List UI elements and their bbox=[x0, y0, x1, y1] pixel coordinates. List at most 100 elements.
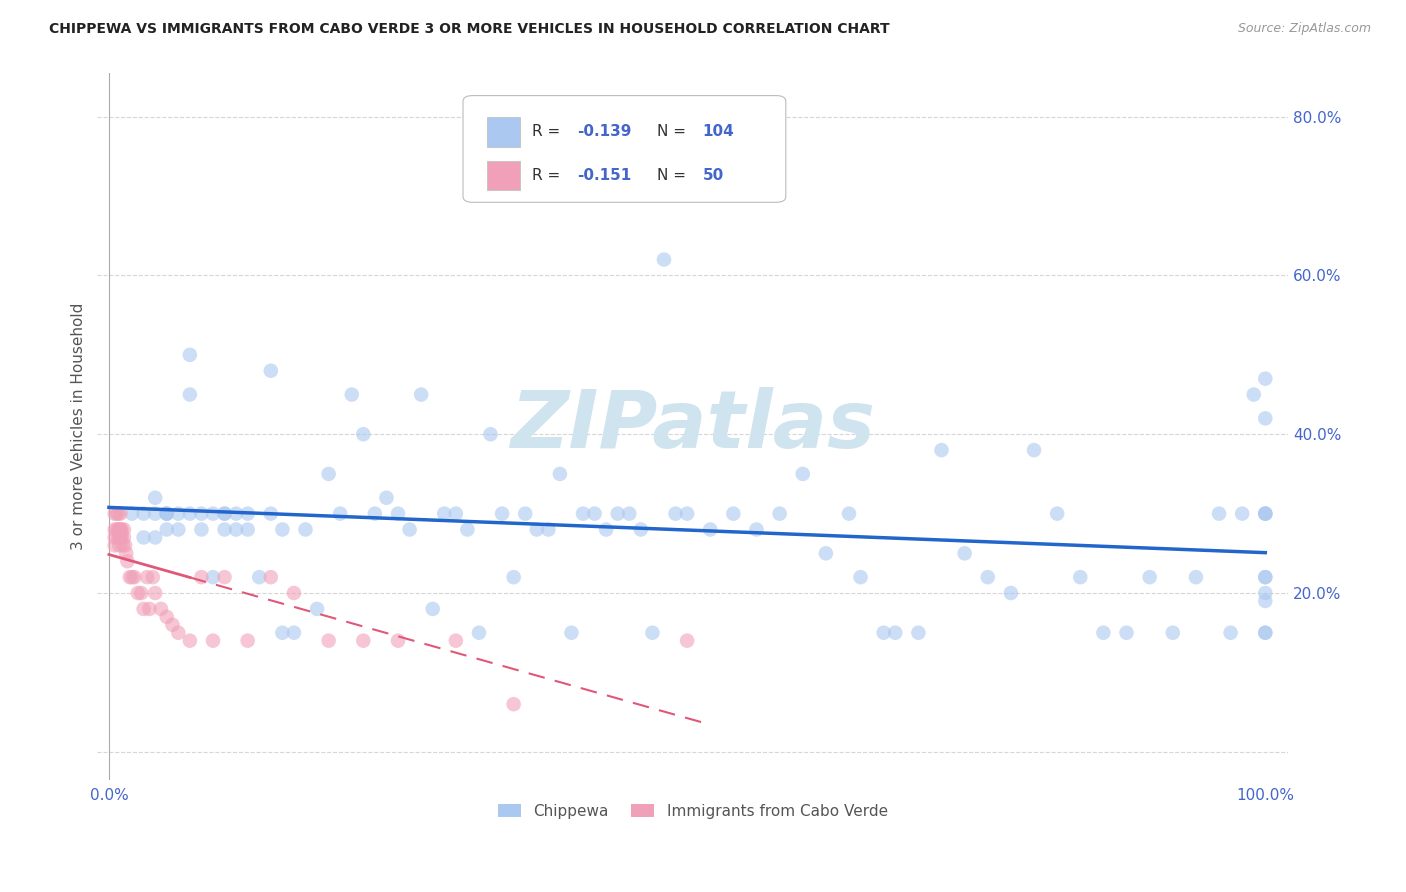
Point bbox=[108, 531, 131, 545]
Point bbox=[156, 507, 179, 521]
Point bbox=[468, 625, 491, 640]
Point bbox=[1230, 507, 1253, 521]
Point bbox=[768, 507, 790, 521]
Point bbox=[201, 507, 224, 521]
Point bbox=[1254, 372, 1277, 386]
Point bbox=[1254, 570, 1277, 584]
Point bbox=[104, 531, 127, 545]
Point bbox=[117, 554, 139, 568]
Point bbox=[104, 523, 127, 537]
Point bbox=[167, 625, 190, 640]
Point bbox=[1069, 570, 1091, 584]
Point bbox=[162, 617, 184, 632]
Point bbox=[190, 507, 212, 521]
Point bbox=[143, 586, 166, 600]
Point bbox=[606, 507, 628, 521]
Point bbox=[1254, 625, 1277, 640]
Point bbox=[1254, 570, 1277, 584]
Point bbox=[1254, 507, 1277, 521]
Point bbox=[838, 507, 860, 521]
Point bbox=[1161, 625, 1184, 640]
Point bbox=[1254, 411, 1277, 425]
Point bbox=[179, 633, 201, 648]
Point bbox=[156, 523, 179, 537]
Text: N =: N = bbox=[657, 124, 686, 139]
Point bbox=[491, 507, 513, 521]
Point bbox=[271, 625, 294, 640]
Point bbox=[387, 507, 409, 521]
Point bbox=[849, 570, 872, 584]
Text: Source: ZipAtlas.com: Source: ZipAtlas.com bbox=[1237, 22, 1371, 36]
Point bbox=[548, 467, 571, 481]
Point bbox=[149, 602, 172, 616]
Point bbox=[127, 586, 149, 600]
Text: 104: 104 bbox=[703, 124, 734, 139]
Point bbox=[214, 523, 236, 537]
Point bbox=[110, 507, 132, 521]
Point bbox=[352, 633, 374, 648]
Text: CHIPPEWA VS IMMIGRANTS FROM CABO VERDE 3 OR MORE VEHICLES IN HOUSEHOLD CORRELATI: CHIPPEWA VS IMMIGRANTS FROM CABO VERDE 3… bbox=[49, 22, 890, 37]
Point bbox=[179, 348, 201, 362]
Point bbox=[112, 523, 135, 537]
Point bbox=[107, 523, 129, 537]
Point bbox=[143, 491, 166, 505]
Point bbox=[387, 633, 409, 648]
Point bbox=[502, 697, 524, 711]
Point bbox=[907, 625, 929, 640]
Point bbox=[214, 507, 236, 521]
Point bbox=[977, 570, 1000, 584]
Point bbox=[156, 507, 179, 521]
FancyBboxPatch shape bbox=[486, 117, 520, 146]
Point bbox=[318, 467, 340, 481]
Text: R =: R = bbox=[531, 124, 561, 139]
Point bbox=[132, 531, 155, 545]
Point bbox=[114, 538, 136, 552]
Point bbox=[352, 427, 374, 442]
Legend: Chippewa, Immigrants from Cabo Verde: Chippewa, Immigrants from Cabo Verde bbox=[492, 797, 894, 825]
Point bbox=[110, 523, 132, 537]
Point bbox=[1022, 443, 1045, 458]
Point bbox=[307, 602, 329, 616]
Point bbox=[115, 546, 138, 560]
Point bbox=[884, 625, 907, 640]
Point bbox=[1254, 507, 1277, 521]
Point bbox=[1254, 507, 1277, 521]
Point bbox=[1139, 570, 1161, 584]
Point bbox=[107, 507, 129, 521]
Point bbox=[560, 625, 582, 640]
Point bbox=[444, 507, 467, 521]
Point bbox=[1254, 586, 1277, 600]
Point bbox=[1208, 507, 1230, 521]
Point bbox=[105, 507, 128, 521]
Point bbox=[364, 507, 387, 521]
Point bbox=[111, 523, 134, 537]
Point bbox=[111, 538, 134, 552]
Point bbox=[104, 507, 127, 521]
Point bbox=[247, 570, 270, 584]
Point bbox=[652, 252, 675, 267]
Point bbox=[190, 523, 212, 537]
Point bbox=[201, 570, 224, 584]
Point bbox=[236, 633, 259, 648]
Point bbox=[676, 633, 699, 648]
Point bbox=[138, 602, 160, 616]
Point bbox=[444, 633, 467, 648]
Point bbox=[630, 523, 652, 537]
Point bbox=[1000, 586, 1022, 600]
Point bbox=[156, 610, 179, 624]
Point bbox=[214, 570, 236, 584]
Point bbox=[814, 546, 837, 560]
Point bbox=[641, 625, 664, 640]
Point bbox=[236, 507, 259, 521]
Point bbox=[1046, 507, 1069, 521]
Text: ZIPatlas: ZIPatlas bbox=[510, 387, 876, 466]
Point bbox=[422, 602, 444, 616]
Point bbox=[619, 507, 641, 521]
Point bbox=[792, 467, 814, 481]
Point bbox=[1115, 625, 1137, 640]
Point bbox=[931, 443, 953, 458]
Point bbox=[167, 523, 190, 537]
Point bbox=[136, 570, 159, 584]
Text: -0.139: -0.139 bbox=[578, 124, 631, 139]
Point bbox=[398, 523, 420, 537]
